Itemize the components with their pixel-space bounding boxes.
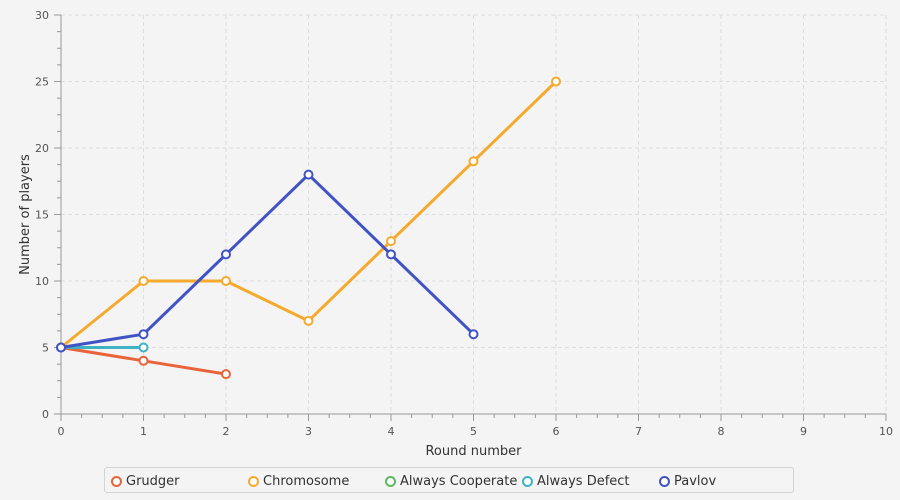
- legend-label: Chromosome: [263, 473, 350, 489]
- data-point: [56, 342, 66, 353]
- x-tick-label: 5: [470, 425, 477, 438]
- legend-item-chromosome[interactable]: Chromosome: [248, 468, 349, 494]
- data-point: [221, 276, 231, 286]
- data-point: [138, 276, 149, 286]
- series-line: [60, 173, 475, 349]
- legend-marker-icon: [659, 475, 670, 487]
- legend-item-pavlov[interactable]: Pavlov: [659, 468, 716, 494]
- y-tick-label: 10: [35, 275, 49, 288]
- legend-marker-icon: [385, 475, 396, 487]
- y-tick-label: 20: [35, 142, 49, 155]
- data-point: [468, 329, 479, 340]
- axes: 0 1 2 3 4 5 6 7 8 9 10 0 5 10 15 20 25 30: [35, 9, 893, 438]
- data-point: [221, 249, 231, 260]
- data-point: [386, 236, 396, 247]
- x-tick-label: 4: [388, 425, 395, 438]
- line-chart: 0 1 2 3 4 5 6 7 8 9 10 0 5 10 15 20 25 30 Round number Nu…: [18, 9, 893, 459]
- x-tick-label: 2: [223, 425, 230, 438]
- series-layer: [56, 76, 561, 380]
- data-point: [138, 355, 149, 366]
- data-point: [386, 249, 396, 260]
- data-point: [138, 329, 149, 340]
- legend-item-grudger[interactable]: Grudger: [111, 468, 180, 494]
- y-tick-label: 30: [35, 9, 49, 22]
- legend: Grudger Chromosome Always Cooperate Always …: [104, 467, 794, 493]
- y-tick-label: 5: [42, 342, 49, 355]
- x-tick-label: 6: [553, 425, 560, 438]
- grid: [61, 14, 887, 414]
- x-axis-title: Round number: [425, 444, 522, 459]
- legend-label: Always Cooperate: [400, 473, 518, 489]
- x-tick-label: 3: [305, 425, 312, 438]
- x-tick-label: 1: [140, 425, 147, 438]
- x-tick-label: 7: [635, 425, 642, 438]
- x-tick-label: 8: [718, 425, 725, 438]
- x-tick-label: 0: [58, 425, 65, 438]
- legend-label: Pavlov: [674, 473, 717, 489]
- y-tick-label: 25: [35, 76, 49, 89]
- legend-marker-icon: [522, 475, 533, 487]
- y-axis-title: Number of players: [18, 154, 33, 275]
- legend-item-always-cooperate[interactable]: Always Cooperate: [385, 468, 517, 494]
- data-point: [303, 169, 314, 180]
- legend-marker-icon: [248, 475, 259, 487]
- data-point: [221, 369, 231, 380]
- data-point: [138, 342, 149, 353]
- legend-item-always-defect[interactable]: Always Defect: [522, 468, 630, 494]
- x-tick-label: 10: [879, 425, 893, 438]
- data-point: [468, 156, 479, 167]
- legend-marker-icon: [111, 475, 122, 487]
- legend-label: Always Defect: [537, 473, 630, 489]
- y-tick-label: 15: [35, 209, 49, 222]
- x-tick-label: 9: [800, 425, 807, 438]
- data-point: [303, 315, 314, 326]
- series-pavlov: [56, 169, 479, 353]
- y-tick-label: 0: [42, 408, 49, 421]
- data-point: [551, 76, 561, 87]
- legend-label: Grudger: [126, 473, 180, 489]
